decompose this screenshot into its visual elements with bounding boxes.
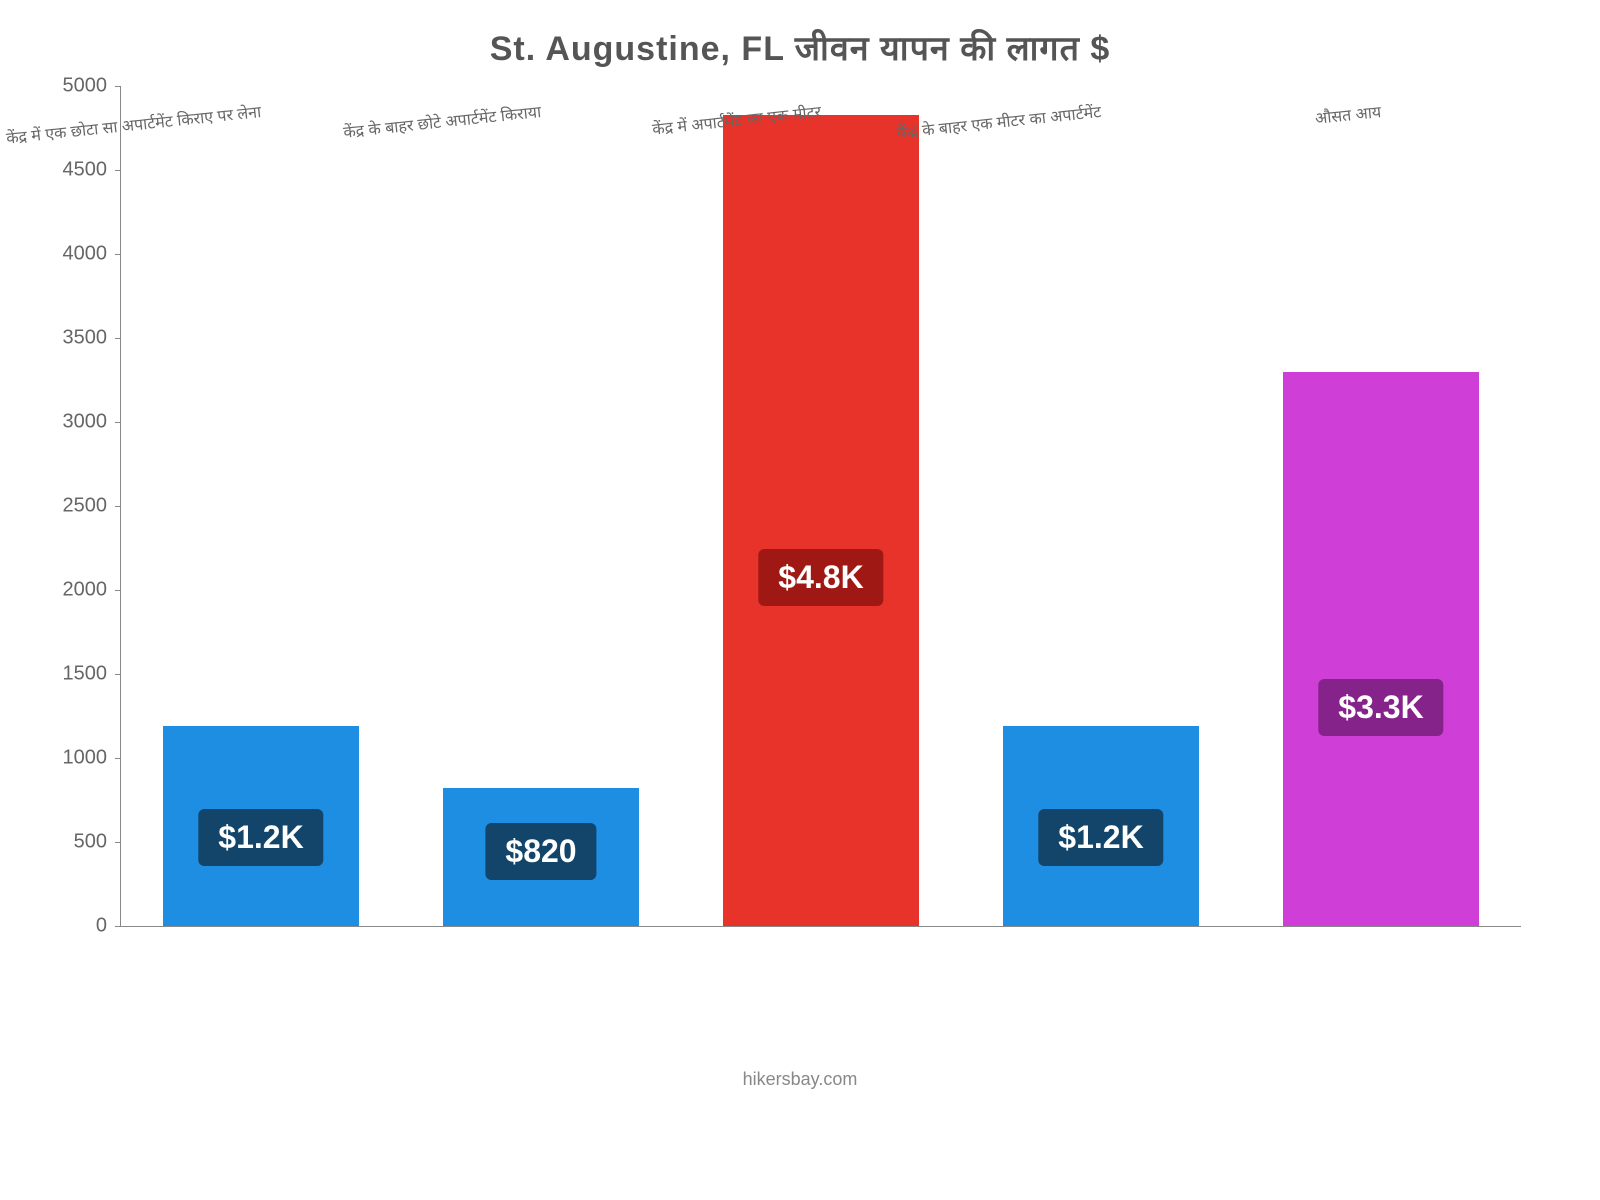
bar-value-label: $3.3K <box>1318 679 1443 736</box>
plot-area: 0500100015002000250030003500400045005000… <box>120 86 1521 927</box>
bar-value-label: $4.8K <box>758 549 883 606</box>
y-tick-label: 1000 <box>63 747 122 770</box>
bar: $1.2K <box>163 726 360 926</box>
y-tick-label: 4500 <box>63 159 122 182</box>
footer-attribution: hikersbay.com <box>0 1069 1600 1090</box>
y-tick-label: 500 <box>74 831 121 854</box>
bar-slot: $1.2K <box>135 86 387 926</box>
bar: $1.2K <box>1003 726 1200 926</box>
y-tick-label: 3500 <box>63 327 122 350</box>
chart-title: St. Augustine, FL जीवन यापन की लागत $ <box>0 24 1600 70</box>
bar: $4.8K <box>723 115 920 926</box>
y-tick-label: 2000 <box>63 579 122 602</box>
bars-row: $1.2K $820 $4.8K $1.2K $3.3K <box>121 86 1521 926</box>
y-tick-label: 3000 <box>63 411 122 434</box>
chart-container: St. Augustine, FL जीवन यापन की लागत $ 05… <box>0 0 1600 1200</box>
y-tick-label: 2500 <box>63 495 122 518</box>
bar-value-label: $1.2K <box>198 809 323 866</box>
bar-slot: $1.2K <box>975 86 1227 926</box>
bar-value-label: $1.2K <box>1038 809 1163 866</box>
bar: $820 <box>443 788 640 926</box>
y-tick-label: 4000 <box>63 243 122 266</box>
bar-slot: $3.3K <box>1255 86 1507 926</box>
bar-slot: $4.8K <box>695 86 947 926</box>
bar-slot: $820 <box>415 86 667 926</box>
y-tick-label: 5000 <box>63 75 122 98</box>
bar: $3.3K <box>1283 372 1480 926</box>
y-tick-label: 1500 <box>63 663 122 686</box>
y-tick-mark <box>115 926 121 927</box>
bar-value-label: $820 <box>485 823 596 880</box>
